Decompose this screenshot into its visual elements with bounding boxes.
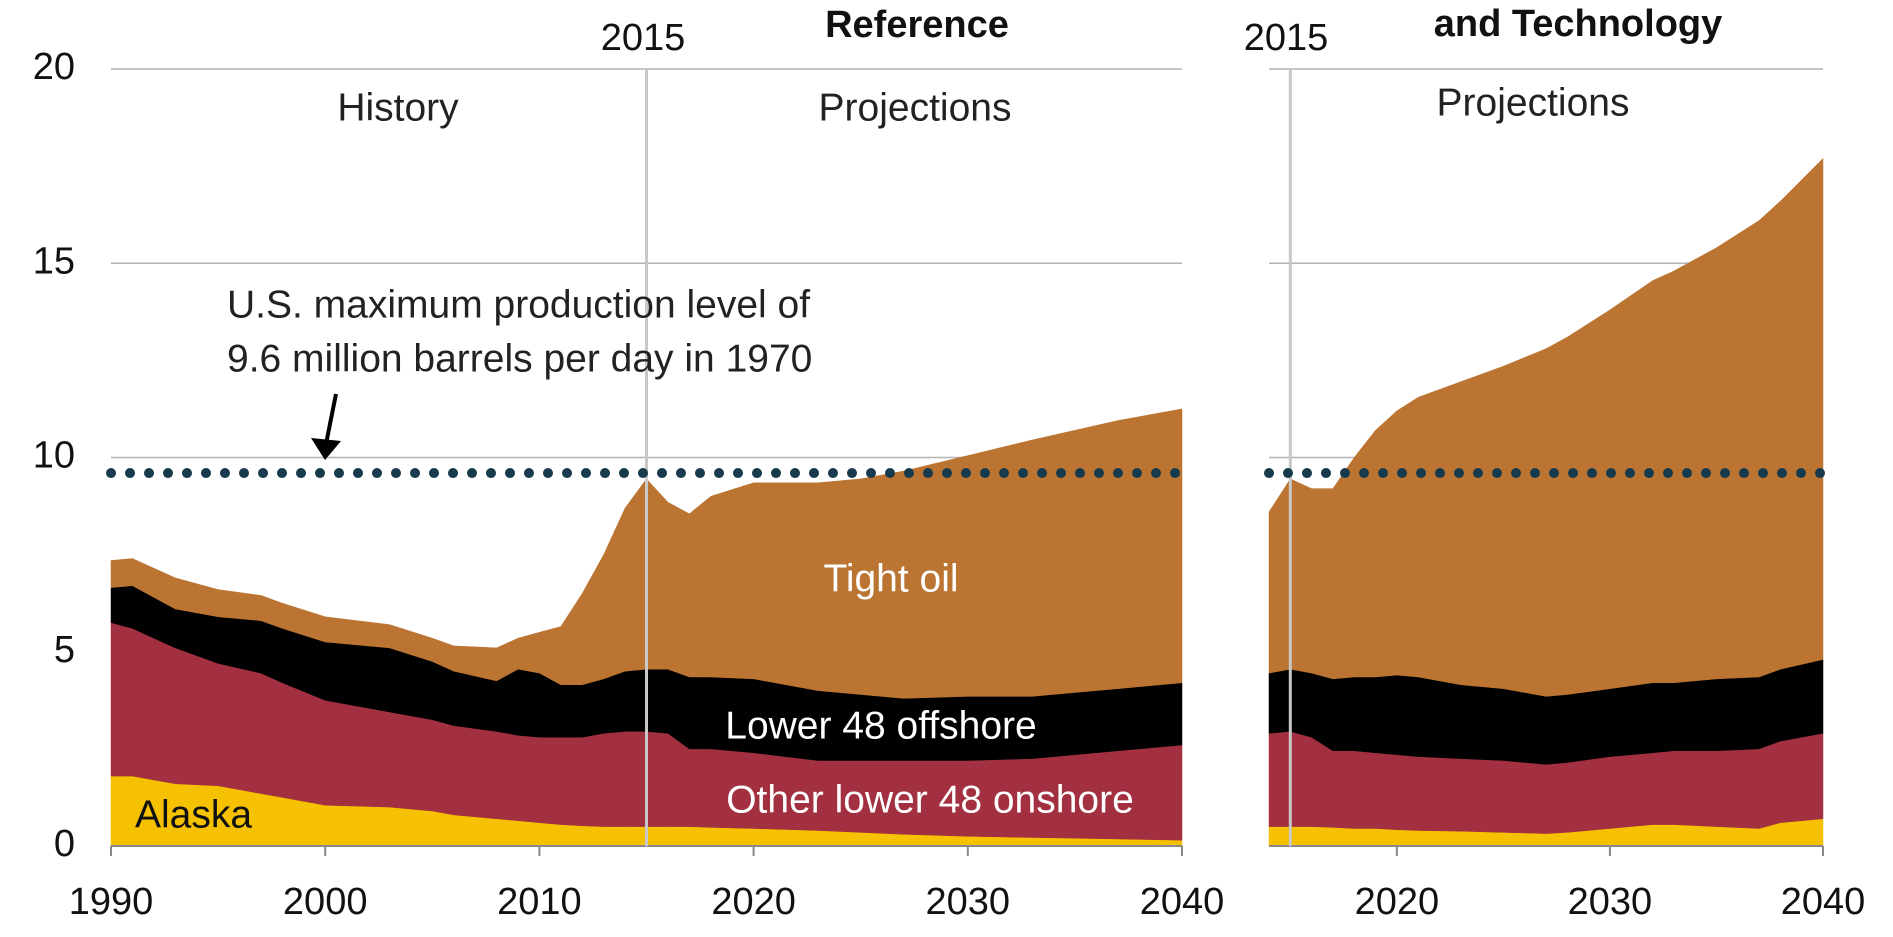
period-label: Projections bbox=[1437, 81, 1630, 124]
series-label: Lower 48 offshore bbox=[725, 704, 1037, 747]
period-label: History bbox=[337, 86, 459, 129]
y-tick-label: 15 bbox=[33, 240, 75, 282]
y-tick-label: 10 bbox=[33, 435, 75, 477]
panel-title: Reference bbox=[825, 4, 1009, 46]
y-tick-label: 5 bbox=[54, 629, 75, 671]
x-tick-label: 2010 bbox=[497, 881, 582, 923]
arrow-head bbox=[311, 438, 341, 460]
y-tick-label: 20 bbox=[33, 46, 75, 88]
marker-label: 2015 bbox=[1244, 17, 1329, 59]
series-label: Other lower 48 onshore bbox=[726, 778, 1134, 821]
x-tick-label: 2020 bbox=[711, 881, 796, 923]
annotation: U.S. maximum production level of bbox=[227, 283, 810, 326]
annotation: 9.6 million barrels per day in 1970 bbox=[227, 337, 812, 380]
x-tick-label: 2040 bbox=[1781, 881, 1866, 923]
period-label: Projections bbox=[819, 86, 1012, 129]
panel-title: and Technology bbox=[1434, 3, 1723, 45]
x-tick-label: 2030 bbox=[926, 881, 1011, 923]
x-tick-label: 2040 bbox=[1140, 881, 1225, 923]
x-tick-label: 2030 bbox=[1568, 881, 1653, 923]
x-tick-label: 2000 bbox=[283, 881, 368, 923]
arrow bbox=[324, 393, 338, 445]
series-label: Tight oil bbox=[823, 557, 958, 600]
area bbox=[1268, 157, 1824, 697]
x-tick-label: 2020 bbox=[1355, 881, 1440, 923]
x-tick-label: 1990 bbox=[69, 881, 154, 923]
series-label: Alaska bbox=[135, 793, 252, 836]
marker-label: 2015 bbox=[601, 17, 686, 59]
y-tick-label: 0 bbox=[54, 823, 75, 865]
